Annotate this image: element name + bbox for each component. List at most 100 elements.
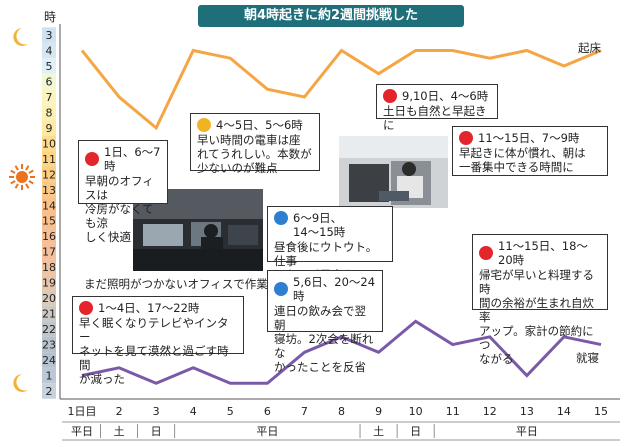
hour-band — [42, 120, 56, 136]
x-tick-label: 6 — [264, 405, 271, 418]
note-head: 5,6日、20〜24時 — [293, 275, 376, 303]
hour-band — [42, 42, 56, 59]
hour-band — [42, 367, 56, 384]
x-tick-label: 12 — [483, 405, 497, 418]
y-tick-label: 8 — [46, 106, 53, 119]
note-head: 6〜9日、 14〜15時 — [293, 211, 346, 239]
series-label-sleep: 就寝 — [576, 351, 599, 365]
y-tick-label: 7 — [46, 91, 53, 104]
happy-face-icon — [79, 301, 93, 315]
photo-caption: まだ照明がつかないオフィスで作業 — [84, 277, 268, 291]
y-tick-label: 21 — [42, 308, 56, 321]
sun-icon — [9, 164, 35, 190]
hour-band — [42, 151, 56, 167]
y-tick-label: 9 — [46, 122, 53, 135]
hour-band — [42, 259, 56, 275]
hour-band — [42, 27, 56, 43]
hour-band — [42, 243, 56, 260]
note-head: 9,10日、4〜6時 — [402, 89, 489, 103]
y-tick-label: 14 — [42, 199, 56, 212]
x-tick-label: 1日目 — [68, 405, 97, 418]
hour-band — [42, 166, 56, 183]
y-tick-label: 12 — [42, 168, 56, 181]
x-tick-label: 7 — [301, 405, 308, 418]
hour-band — [42, 58, 56, 74]
y-tick-label: 11 — [42, 153, 56, 166]
napping-photo — [339, 136, 448, 208]
note-body: 早く眠くなりテレビやインター ネットを見て漠然と過ごす時間 が減った — [79, 316, 229, 386]
hour-band — [42, 336, 56, 353]
note-body: 連日の飲み会で翌朝 寝坊。2次会を断れな かったことを反省 — [274, 304, 374, 374]
happy-face-icon — [459, 131, 473, 145]
y-tick-label: 4 — [46, 44, 53, 57]
day-type-label: 土 — [373, 425, 384, 438]
happy-face-icon — [85, 152, 99, 166]
hour-band — [42, 89, 56, 105]
day-type-label: 日 — [410, 425, 421, 438]
chart-title: 朝4時起きに約2週間挑戦した — [198, 5, 464, 27]
note-day1-4-evening: 1〜4日、17〜22時 早く眠くなりテレビやインター ネットを見て漠然と過ごす時… — [72, 296, 244, 386]
y-tick-label: 19 — [42, 277, 56, 290]
hour-band — [42, 197, 56, 213]
y-tick-label: 24 — [42, 354, 56, 367]
y-tick-label: 22 — [42, 323, 56, 336]
hour-band — [42, 383, 56, 399]
x-tick-label: 14 — [557, 405, 571, 418]
hour-band — [42, 213, 56, 229]
hour-band — [42, 182, 56, 198]
x-tick-label: 3 — [153, 405, 160, 418]
hour-band — [42, 104, 56, 121]
moon-icon — [13, 374, 28, 392]
sad-face-icon — [274, 282, 288, 296]
x-tick-label: 10 — [409, 405, 423, 418]
hour-band — [42, 228, 56, 244]
day-type-label: 平日 — [256, 425, 278, 438]
happy-face-icon — [479, 246, 493, 260]
note-head: 11〜15日、7〜9時 — [478, 131, 580, 145]
y-tick-label: 18 — [42, 261, 56, 274]
note-day4-5-train: 4〜5日、5〜6時 早い時間の電車は座 れてうれしい。本数が 少ないのが難点 — [190, 113, 320, 175]
day-type-label: 日 — [151, 425, 162, 438]
y-tick-label: 10 — [42, 137, 56, 150]
note-day1-morning: 1日、6〜7時 早朝のオフィスは 冷房がなくても涼 しく快適 — [78, 140, 168, 244]
hour-band — [42, 352, 56, 368]
x-tick-label: 13 — [520, 405, 534, 418]
note-head: 4〜5日、5〜6時 — [216, 118, 303, 132]
neutral-face-icon — [197, 118, 211, 132]
y-tick-label: 20 — [42, 292, 56, 305]
day-type-label: 平日 — [71, 425, 93, 438]
note-day5-6-drinking: 5,6日、20〜24時 連日の飲み会で翌朝 寝坊。2次会を断れな かったことを反… — [267, 270, 383, 374]
y-tick-label: 15 — [42, 215, 56, 228]
hour-band — [42, 274, 56, 291]
hour-band — [42, 135, 56, 152]
note-head: 1〜4日、17〜22時 — [98, 301, 200, 315]
x-tick-label: 11 — [446, 405, 460, 418]
note-day11-15-morning: 11〜15日、7〜9時 早起きに体が慣れ、朝は 一番集中できる時間に — [452, 126, 608, 176]
y-tick-label: 17 — [42, 246, 56, 259]
y-tick-label: 3 — [46, 29, 53, 42]
x-tick-label: 5 — [227, 405, 234, 418]
hour-band — [42, 305, 56, 322]
note-head: 1日、6〜7時 — [104, 145, 161, 173]
happy-face-icon — [383, 89, 397, 103]
hour-band — [42, 321, 56, 337]
y-axis-unit: 時 — [44, 10, 57, 24]
note-head: 11〜15日、18〜20時 — [498, 239, 588, 267]
x-tick-label: 15 — [594, 405, 608, 418]
note-day6-9-nap: 6〜9日、 14〜15時 昼食後にウトウト。仕事 にならず昼寝をとる — [267, 206, 393, 282]
note-day11-15-cooking: 11〜15日、18〜20時 帰宅が早いと料理する時 間の余裕が生まれ自炊率 アッ… — [472, 234, 608, 366]
series-label-wake: 起床 — [578, 41, 601, 55]
note-body: 土日も自然と早起きに — [383, 104, 487, 132]
note-body: 早朝のオフィスは 冷房がなくても涼 しく快適 — [85, 174, 154, 244]
day-type-label: 平日 — [516, 425, 538, 438]
hour-band — [42, 73, 56, 90]
y-tick-label: 1 — [46, 370, 53, 383]
hour-band — [42, 290, 56, 306]
moon-icon — [13, 28, 28, 46]
note-body: 帰宅が早いと料理する時 間の余裕が生まれ自炊率 アップ。家計の節約につ ながる — [479, 268, 594, 366]
note-body: 早起きに体が慣れ、朝は 一番集中できる時間に — [459, 146, 586, 174]
x-tick-label: 2 — [116, 405, 123, 418]
y-tick-label: 2 — [46, 385, 53, 398]
